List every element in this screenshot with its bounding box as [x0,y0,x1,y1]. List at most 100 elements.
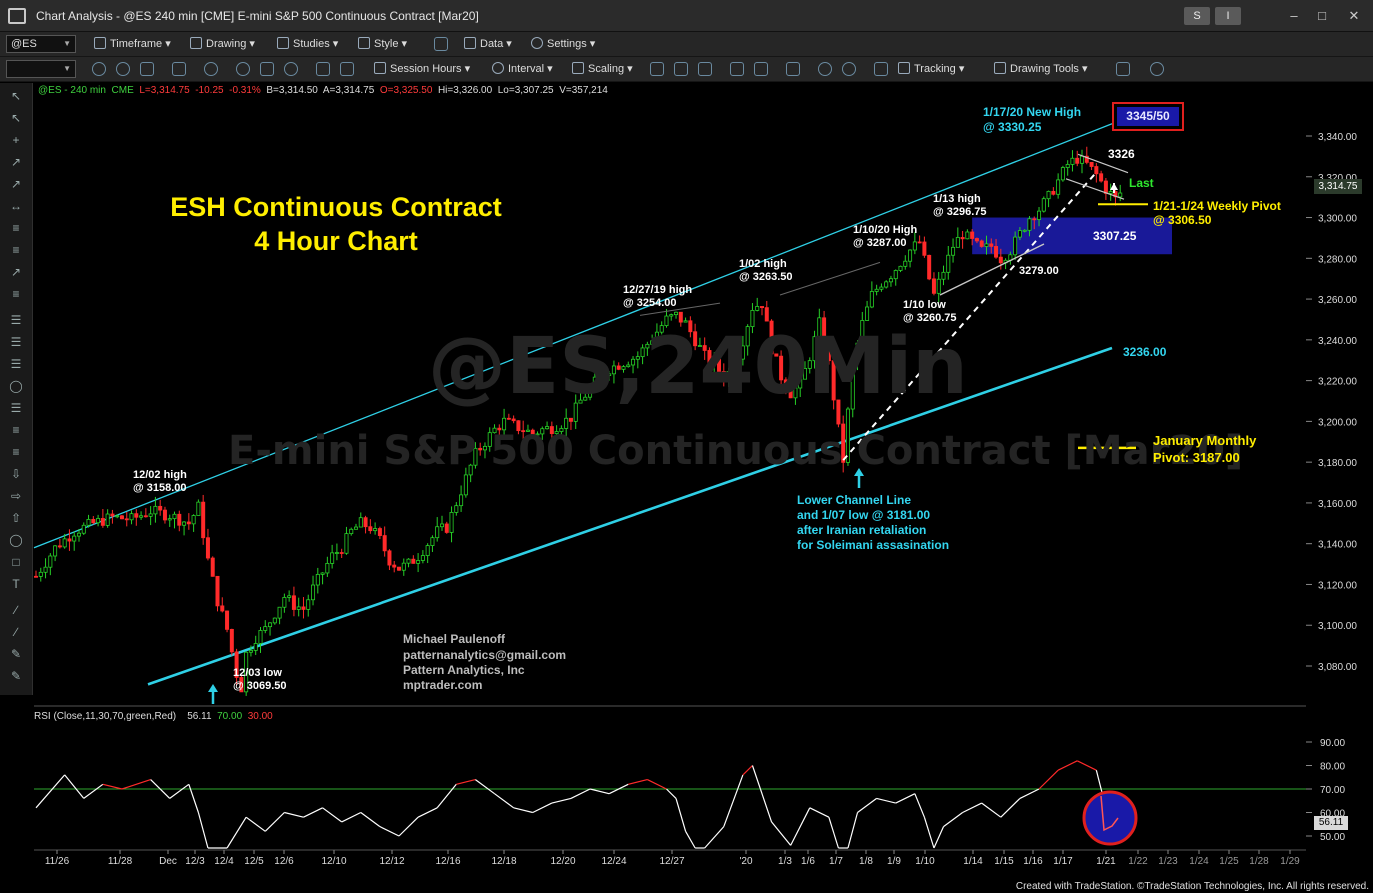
window-title: Chart Analysis - @ES 240 min [CME] E-min… [36,9,479,23]
time-tick-label: 12/20 [550,856,575,867]
drawing-menu[interactable]: Drawing ▾ [190,37,255,50]
grid-icon[interactable] [316,62,330,76]
time-tick-label: 12/4 [214,856,234,867]
rsi-line-segment [790,807,811,846]
tracking-menu[interactable]: Tracking ▾ [898,62,964,75]
candle-body [712,358,717,364]
drawing-tools-menu[interactable]: Drawing Tools ▾ [994,62,1087,75]
ellipse-icon[interactable]: ◯ [9,533,23,547]
link-icon[interactable] [116,62,130,76]
data-menu[interactable]: Data ▾ [464,37,512,50]
interval-menu[interactable]: Interval ▾ [492,62,553,75]
hollow-candle-icon[interactable] [698,62,712,76]
candle-style-icon[interactable] [674,62,688,76]
zoom-in-icon[interactable] [818,62,832,76]
settings-menu[interactable]: Settings ▾ [531,37,595,50]
target-icon[interactable] [204,62,218,76]
rsi-line-segment [1019,788,1040,799]
session-hours-menu[interactable]: Session Hours ▾ [374,62,470,75]
candle-body [454,505,459,513]
fib-icon[interactable]: ≡ [12,287,20,301]
arc-icon[interactable]: ☰ [10,357,22,371]
ruler-icon[interactable]: ∕ [14,603,17,617]
delete-drawing-icon[interactable]: ✎ [10,669,22,683]
candle-body [205,537,210,559]
arrow-up-icon[interactable]: ⇧ [10,511,22,525]
rsi-line-segment [981,802,1002,818]
color-icon[interactable] [284,62,298,76]
candle-body [779,355,784,381]
fit-icon[interactable] [874,62,888,76]
close-icon[interactable]: ✕ [1348,8,1360,23]
refresh-icon[interactable] [92,62,106,76]
candle-body [955,237,960,248]
candle-body [1037,210,1042,220]
cloud-icon[interactable] [1150,62,1164,76]
studies-menu[interactable]: Studies ▾ [277,37,338,50]
chevron-down-icon[interactable]: ▼ [63,64,71,73]
ohlc-icon[interactable] [730,62,744,76]
style-menu[interactable]: Style ▾ [358,37,407,50]
select-icon[interactable]: ↖ [10,111,22,125]
alert-icon[interactable] [236,62,250,76]
symbol-input[interactable]: @ES ▼ [6,35,76,53]
ray-icon[interactable]: ↗ [10,177,22,191]
gann-icon[interactable]: ☰ [10,401,22,415]
regression-icon[interactable]: ↗ [10,265,22,279]
rsi-line-segment [245,816,266,832]
rectangle-icon[interactable]: □ [12,555,20,569]
channel-icon[interactable]: ≡ [12,221,20,235]
label-monthly-pivot-a: January Monthly [1153,433,1257,448]
brush-tool-icon[interactable]: ✎ [10,647,22,661]
cursor-icon[interactable] [172,62,186,76]
add-drawing-icon[interactable] [1116,62,1130,76]
candle-body [874,288,879,292]
time-tick-label: 1/14 [963,856,983,867]
time-tick-label: 1/6 [801,856,815,867]
candle-body [717,358,722,372]
pitchfork-icon[interactable]: ≡ [12,423,20,437]
minimize-icon[interactable]: – [1290,8,1298,23]
dot-style-icon[interactable] [786,62,800,76]
chart-type-icon[interactable] [260,62,274,76]
scaling-menu[interactable]: Scaling ▾ [572,62,633,75]
candle-body [998,256,1003,264]
calendar-icon[interactable] [140,62,154,76]
i-link-button[interactable]: I [1215,7,1241,25]
price-tick-label: 3,280.00 [1318,254,1357,265]
layout-icon[interactable] [434,37,448,51]
levels-icon[interactable]: ☰ [10,313,22,327]
line-style-icon[interactable] [754,62,768,76]
candle-body [879,286,884,290]
arrow-right-icon[interactable]: ⇨ [10,489,22,503]
pointer-icon[interactable]: ↖ [10,89,22,103]
candle-body [979,240,984,247]
zoom-out-icon[interactable] [842,62,856,76]
rsi-line-segment [675,798,687,832]
dashed-trendline [842,172,1097,461]
bar-style-icon[interactable] [650,62,664,76]
arrow-down-icon[interactable]: ⇩ [10,467,22,481]
candle-body [363,517,368,528]
candle-body [167,518,172,521]
timeframe-menu[interactable]: Timeframe ▾ [94,37,171,50]
candle-body [516,420,521,432]
s-link-button[interactable]: S [1184,7,1210,25]
speed-line-icon[interactable]: ≡ [12,445,20,459]
rsi-line-segment [35,774,66,809]
crosshair-tool-icon[interactable]: + [12,133,20,147]
horizontal-line-icon[interactable]: ↔ [10,199,22,213]
candle-body [124,518,129,521]
eraser-icon[interactable]: ∕ [14,625,17,639]
trendline-icon[interactable]: ↗ [10,155,22,169]
text-icon[interactable]: T [12,577,20,591]
workspace-select[interactable]: ▼ [6,60,76,78]
fan-icon[interactable]: ☰ [10,335,22,349]
spiral-icon[interactable]: ◯ [9,379,23,393]
template-icon[interactable] [340,62,354,76]
chevron-down-icon[interactable]: ▼ [63,39,71,48]
parallel-icon[interactable]: ≡ [12,243,20,257]
candle-body [325,563,330,574]
maximize-icon[interactable]: □ [1318,8,1326,23]
